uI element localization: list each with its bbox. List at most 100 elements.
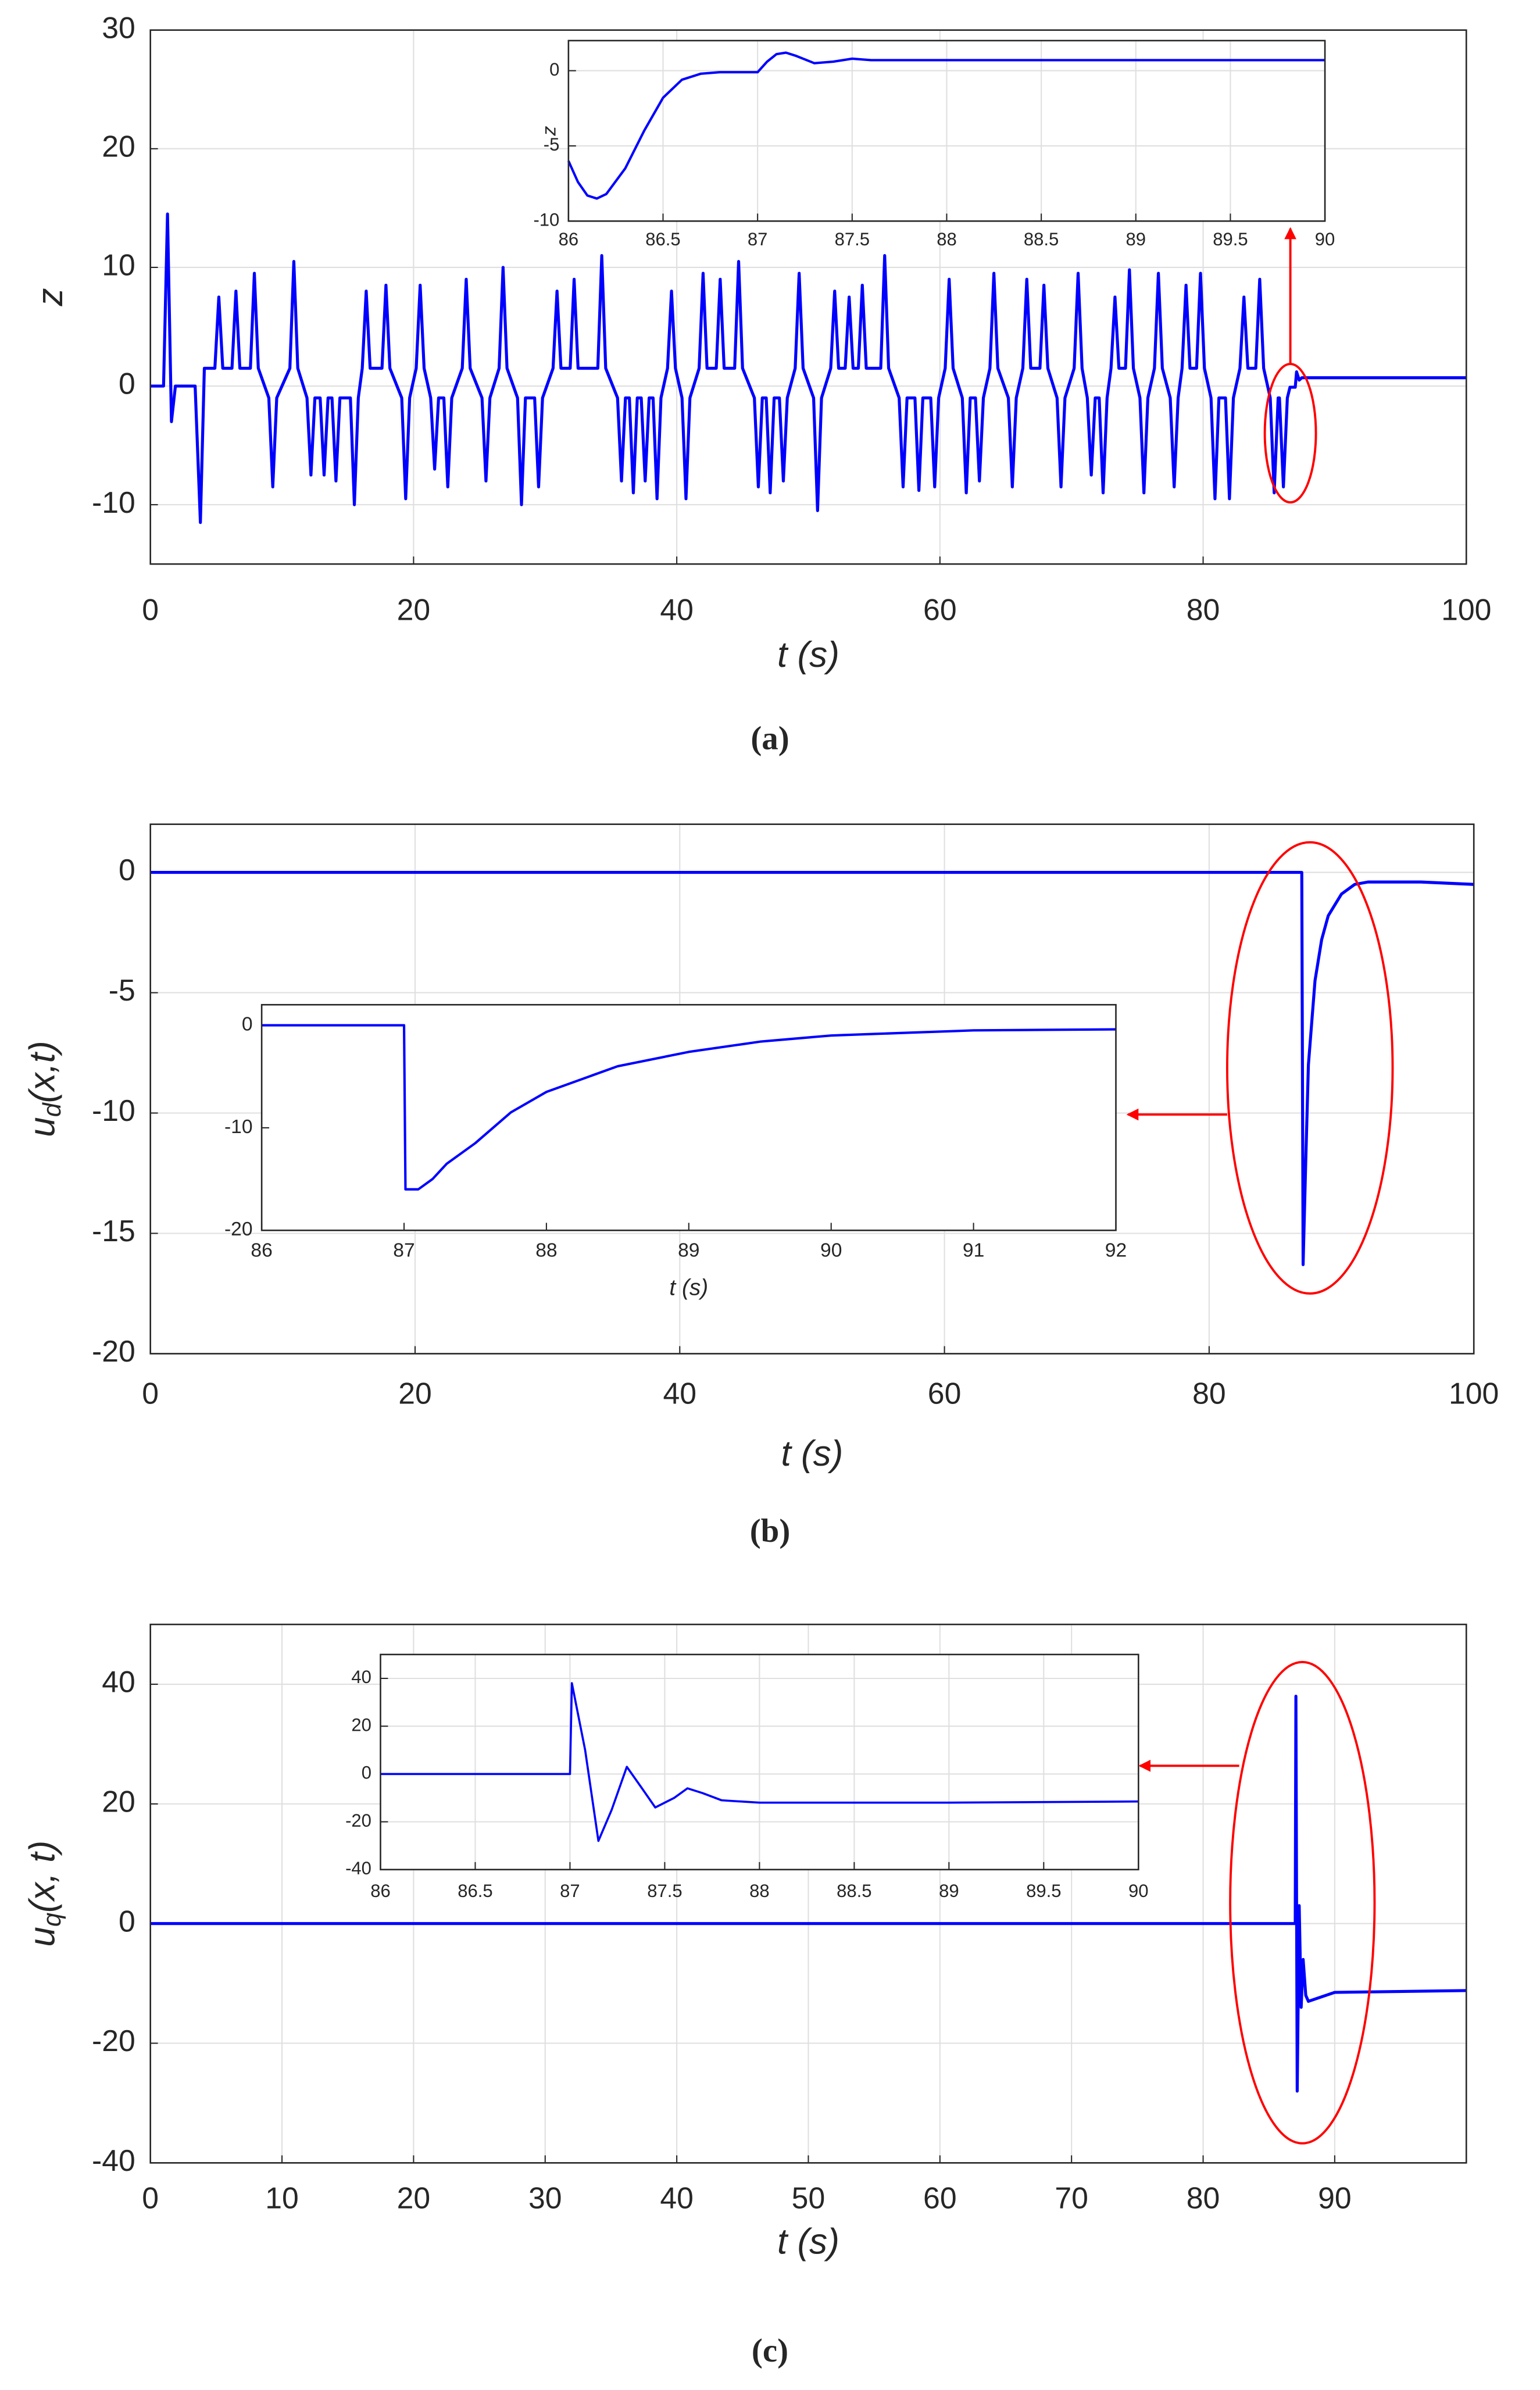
y-tick-label: 40 (351, 1667, 371, 1687)
x-axis-label: t (s) (781, 1434, 843, 1474)
axes-box (567, 40, 1326, 222)
x-tick-label: 60 (928, 1377, 962, 1410)
y-tick-label: -5 (544, 134, 560, 155)
y-axis-label-rest: (x, t) (23, 1841, 63, 1913)
x-tick-label: 89 (939, 1881, 959, 1901)
caption: (b) (750, 1513, 791, 1549)
x-tick-label: 88 (749, 1881, 770, 1901)
x-tick-label: 89.5 (1213, 229, 1248, 249)
y-tick-label: 40 (102, 1665, 135, 1699)
y-tick-label: -10 (224, 1116, 253, 1138)
x-tick-label: 100 (1441, 593, 1491, 627)
x-tick-label: 89 (678, 1239, 699, 1261)
y-axis-label-main: u (23, 1117, 63, 1137)
x-tick-label: 90 (1128, 1881, 1149, 1901)
axes-box (260, 1003, 1117, 1231)
y-tick-label: -20 (92, 1334, 135, 1368)
annotations (1126, 227, 1394, 2145)
data-line (380, 1682, 1139, 1842)
y-axis-label: z (30, 288, 70, 306)
plots: 0 20 40 60 80 100 -10 0 10 20 30 t (s) z (a) 86 86.5 87 8… (23, 10, 1499, 2369)
y-axis-label: z (539, 126, 560, 136)
y-tick-label: 20 (351, 1714, 371, 1735)
x-tick-label: 92 (1105, 1239, 1127, 1261)
x-tick-label: 91 (963, 1239, 984, 1261)
y-axis-label: ud(x,t) (23, 1041, 67, 1137)
x-tick-label: 90 (820, 1239, 842, 1261)
caption: (c) (752, 2332, 788, 2369)
x-tick-label: 40 (663, 1377, 697, 1410)
y-axis-label-rest: (x,t) (23, 1041, 63, 1103)
y-tick-label: 0 (549, 59, 559, 80)
axes-box (149, 29, 1467, 565)
x-tick-label: 86.5 (458, 1881, 492, 1901)
x-tick-label: 87 (560, 1881, 580, 1901)
y-tick-label: -10 (533, 210, 559, 230)
y-tick-label: 0 (119, 1904, 135, 1938)
y-tick-label: 0 (362, 1763, 371, 1783)
x-tick-label: 80 (1187, 2181, 1220, 2215)
caption: (a) (751, 720, 789, 757)
x-axis-label: t (s) (777, 635, 839, 675)
x-tick-label: 88.5 (837, 1881, 871, 1901)
y-tick-label: -10 (92, 485, 135, 519)
data-line (262, 1024, 1116, 1191)
y-tick-label: -40 (92, 2144, 135, 2177)
x-tick-label: 0 (142, 2181, 159, 2215)
x-tick-label: 87 (393, 1239, 415, 1261)
x-tick-label: 30 (528, 2181, 562, 2215)
y-tick-label: 30 (102, 10, 135, 44)
x-tick-label: 88 (937, 229, 957, 249)
x-tick-label: 90 (1315, 229, 1335, 249)
data-line (567, 51, 1325, 200)
y-tick-label: 20 (102, 130, 135, 163)
x-tick-label: 89.5 (1026, 1881, 1061, 1901)
x-tick-label: 40 (660, 593, 694, 627)
x-tick-label: 88 (535, 1239, 557, 1261)
y-tick-label: 0 (242, 1013, 253, 1035)
x-tick-label: 87.5 (835, 229, 870, 249)
x-tick-label: 80 (1192, 1377, 1226, 1410)
x-tick-label: 60 (923, 593, 957, 627)
x-tick-label: 80 (1187, 593, 1220, 627)
data-line (150, 212, 1467, 524)
x-tick-label: 88.5 (1024, 229, 1059, 249)
x-tick-label: 87 (748, 229, 768, 249)
x-tick-label: 100 (1449, 1377, 1499, 1410)
y-tick-label: 0 (119, 853, 135, 887)
x-tick-label: 0 (142, 1377, 159, 1410)
y-tick-label: -5 (109, 973, 135, 1007)
x-tick-label: 86 (251, 1239, 272, 1261)
x-axis-label: t (s) (777, 2221, 839, 2262)
highlight-ellipse (1225, 841, 1394, 1295)
y-tick-label: 0 (119, 367, 135, 401)
y-axis-label-sub: d (39, 1102, 67, 1117)
highlight-ellipse (1229, 1660, 1376, 2145)
y-tick-label: 20 (102, 1785, 135, 1819)
data-line (150, 870, 1474, 1266)
x-tick-label: 0 (142, 593, 159, 627)
y-tick-label: -15 (92, 1214, 135, 1248)
y-tick-label: -20 (224, 1219, 253, 1240)
y-axis-label: uq(x, t) (23, 1841, 67, 1947)
axes-box (149, 823, 1475, 1355)
x-tick-label: 20 (397, 593, 431, 627)
x-tick-label: 40 (660, 2181, 694, 2215)
x-tick-label: 60 (923, 2181, 957, 2215)
x-tick-label: 86.5 (645, 229, 680, 249)
y-tick-label: -20 (345, 1810, 371, 1831)
x-axis-label: t (s) (669, 1275, 708, 1300)
x-tick-label: 87.5 (647, 1881, 682, 1901)
x-tick-label: 89 (1126, 229, 1146, 249)
x-tick-label: 10 (265, 2181, 299, 2215)
x-tick-label: 86 (559, 229, 579, 249)
y-axis-label-sub: q (39, 1913, 67, 1927)
y-axis-label-main: u (23, 1927, 63, 1947)
x-tick-label: 90 (1318, 2181, 1352, 2215)
x-tick-label: 50 (792, 2181, 826, 2215)
y-tick-label: -40 (345, 1858, 371, 1878)
x-tick-label: 20 (397, 2181, 431, 2215)
y-tick-label: -10 (92, 1094, 135, 1127)
